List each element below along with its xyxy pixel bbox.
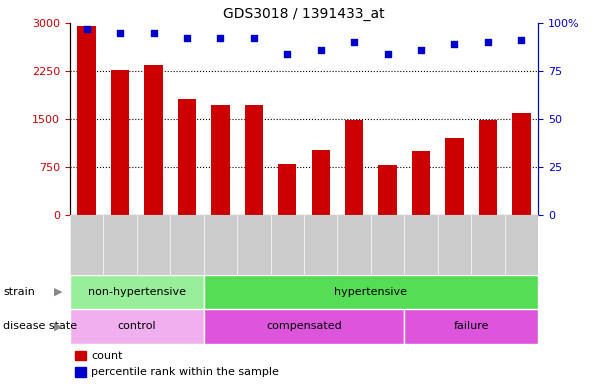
Bar xyxy=(211,105,230,215)
Bar xyxy=(512,113,531,215)
Bar xyxy=(70,309,204,344)
Bar xyxy=(244,105,263,215)
Text: ▶: ▶ xyxy=(54,287,62,297)
Point xyxy=(115,30,125,36)
Point xyxy=(483,39,493,45)
Point xyxy=(517,37,527,43)
Point xyxy=(249,35,259,41)
Text: strain: strain xyxy=(3,287,35,297)
Bar xyxy=(478,120,497,215)
Point xyxy=(182,35,192,41)
Text: control: control xyxy=(117,321,156,331)
Bar xyxy=(412,151,430,215)
Bar xyxy=(278,164,297,215)
Point xyxy=(282,51,292,57)
Point xyxy=(148,30,158,36)
Bar xyxy=(404,309,538,344)
Text: compensated: compensated xyxy=(266,321,342,331)
Text: non-hypertensive: non-hypertensive xyxy=(88,287,186,297)
Bar xyxy=(111,70,130,215)
Point xyxy=(383,51,393,57)
Text: count: count xyxy=(91,351,122,361)
Bar xyxy=(70,275,204,309)
Point xyxy=(449,41,460,47)
Bar xyxy=(345,120,364,215)
Text: disease state: disease state xyxy=(3,321,77,331)
Bar xyxy=(178,99,196,215)
Bar xyxy=(144,65,163,215)
Text: failure: failure xyxy=(454,321,489,331)
Point xyxy=(349,39,359,45)
Point xyxy=(81,26,91,32)
Bar xyxy=(204,309,404,344)
Bar xyxy=(77,26,96,215)
Bar xyxy=(204,275,538,309)
Point xyxy=(416,47,426,53)
Text: hypertensive: hypertensive xyxy=(334,287,407,297)
Point xyxy=(215,35,225,41)
Text: ▶: ▶ xyxy=(54,321,62,331)
Text: percentile rank within the sample: percentile rank within the sample xyxy=(91,367,279,377)
Bar xyxy=(378,166,397,215)
Bar xyxy=(75,367,86,376)
Bar xyxy=(75,351,86,360)
Bar xyxy=(311,150,330,215)
Bar xyxy=(445,137,464,215)
Title: GDS3018 / 1391433_at: GDS3018 / 1391433_at xyxy=(223,7,385,21)
Point xyxy=(316,47,326,53)
